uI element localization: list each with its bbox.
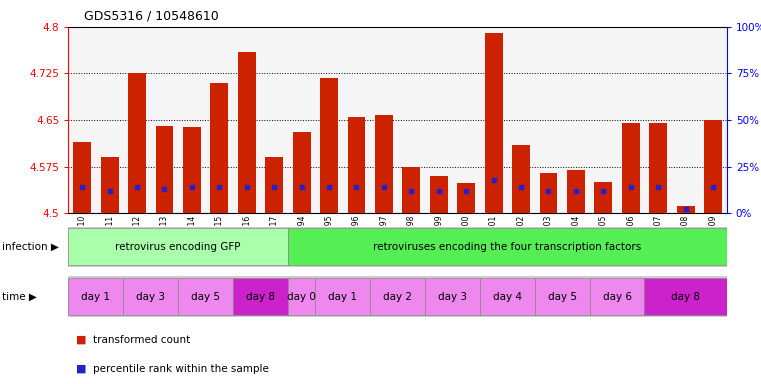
Bar — [128, 73, 146, 213]
Text: day 3: day 3 — [438, 291, 467, 302]
Text: percentile rank within the sample: percentile rank within the sample — [93, 364, 269, 374]
Bar — [348, 117, 365, 213]
Bar — [123, 278, 178, 315]
Bar — [677, 206, 695, 213]
Bar — [266, 157, 283, 213]
Text: day 1: day 1 — [328, 291, 357, 302]
Bar — [288, 278, 315, 315]
Bar — [68, 278, 123, 315]
Bar — [320, 78, 338, 213]
Bar — [155, 126, 174, 213]
Bar — [211, 83, 228, 213]
Bar — [375, 115, 393, 213]
Text: day 8: day 8 — [246, 291, 275, 302]
Bar — [178, 278, 233, 315]
Bar — [370, 278, 425, 315]
Text: day 8: day 8 — [671, 291, 700, 302]
Bar — [590, 278, 645, 315]
Text: day 4: day 4 — [493, 291, 522, 302]
Bar — [645, 278, 727, 315]
Text: infection ▶: infection ▶ — [2, 242, 59, 252]
Bar — [293, 132, 310, 213]
Text: day 0: day 0 — [287, 291, 316, 302]
Text: transformed count: transformed count — [93, 335, 190, 345]
Bar — [535, 278, 590, 315]
Bar — [315, 278, 370, 315]
Bar — [238, 52, 256, 213]
Bar — [480, 278, 535, 315]
Bar — [540, 173, 557, 213]
Bar — [68, 228, 288, 265]
Text: retrovirus encoding GFP: retrovirus encoding GFP — [116, 242, 241, 252]
Text: day 1: day 1 — [81, 291, 110, 302]
Text: retroviruses encoding the four transcription factors: retroviruses encoding the four transcrip… — [373, 242, 642, 252]
Bar — [233, 278, 288, 315]
Text: day 5: day 5 — [191, 291, 220, 302]
Text: GDS5316 / 10548610: GDS5316 / 10548610 — [84, 10, 218, 23]
Bar — [622, 123, 640, 213]
Bar — [430, 176, 447, 213]
Text: day 3: day 3 — [136, 291, 165, 302]
Bar — [704, 120, 722, 213]
Bar — [403, 167, 420, 213]
Bar — [485, 33, 502, 213]
Bar — [100, 157, 119, 213]
Bar — [288, 228, 727, 265]
Bar — [594, 182, 613, 213]
Text: ■: ■ — [76, 364, 87, 374]
Text: day 6: day 6 — [603, 291, 632, 302]
Bar — [73, 142, 91, 213]
Text: day 2: day 2 — [383, 291, 412, 302]
Bar — [512, 145, 530, 213]
Bar — [649, 123, 667, 213]
Bar — [567, 170, 584, 213]
Text: day 5: day 5 — [548, 291, 577, 302]
Text: time ▶: time ▶ — [2, 291, 37, 302]
Bar — [457, 183, 475, 213]
Text: ■: ■ — [76, 335, 87, 345]
Bar — [425, 278, 480, 315]
Bar — [183, 127, 201, 213]
